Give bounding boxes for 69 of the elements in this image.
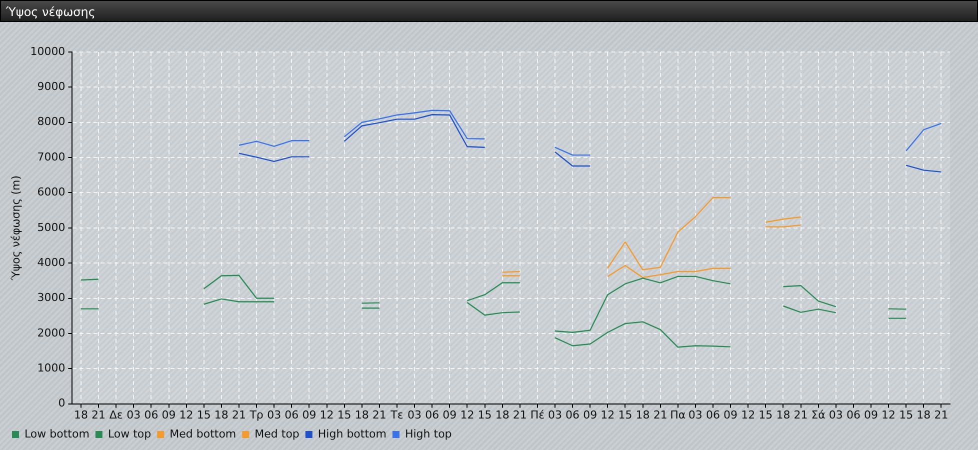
x-tick-label: 21 bbox=[372, 408, 386, 422]
x-tick-label: 03 bbox=[267, 408, 282, 422]
legend-label: High bottom bbox=[318, 427, 386, 440]
x-tick-label: 21 bbox=[653, 408, 668, 422]
legend-label: Med bottom bbox=[170, 427, 236, 440]
x-tick-label: Πέ bbox=[530, 408, 545, 422]
x-tick-label: 15 bbox=[899, 408, 914, 422]
x-tick-label: 03 bbox=[688, 408, 702, 422]
x-tick-label: 12 bbox=[179, 408, 194, 422]
x-tick-label: 18 bbox=[354, 408, 369, 422]
x-tick-label: 09 bbox=[302, 408, 316, 422]
x-tick-label: 21 bbox=[512, 408, 527, 422]
x-tick-label: 06 bbox=[284, 408, 299, 422]
x-tick-label: Πα bbox=[670, 408, 686, 422]
x-tick-label: 12 bbox=[600, 408, 615, 422]
legend-label: Low bottom bbox=[24, 427, 90, 440]
x-tick-label: 12 bbox=[882, 408, 896, 422]
chart-title: Ύψος νέφωσης bbox=[0, 0, 978, 22]
x-tick-label: 06 bbox=[144, 408, 158, 422]
y-tick-label: 8000 bbox=[37, 115, 66, 128]
x-tick-label: 21 bbox=[794, 408, 808, 422]
x-tick-label: 09 bbox=[162, 408, 176, 422]
x-tick-label: 21 bbox=[934, 408, 948, 422]
x-tick-label: 21 bbox=[232, 408, 246, 422]
y-tick-label: 9000 bbox=[37, 80, 66, 94]
y-tick-label: 0 bbox=[58, 396, 66, 410]
x-tick-label: 18 bbox=[916, 408, 931, 422]
x-tick-label: 06 bbox=[706, 408, 720, 422]
y-tick-label: 10000 bbox=[30, 44, 66, 58]
x-tick-label: 06 bbox=[566, 408, 580, 422]
x-tick-label: 15 bbox=[478, 408, 492, 422]
x-tick-label: 03 bbox=[548, 408, 562, 422]
legend-label: Med top bbox=[254, 427, 300, 440]
legend-label: Low top bbox=[108, 427, 152, 440]
y-tick-label: 2000 bbox=[37, 326, 66, 340]
x-tick-label: Τε bbox=[390, 408, 404, 422]
x-tick-label: 18 bbox=[495, 408, 510, 422]
x-tick-label: 09 bbox=[864, 408, 878, 422]
x-tick-label: 09 bbox=[442, 408, 457, 422]
x-tick-label: 03 bbox=[828, 408, 843, 422]
x-tick-label: 18 bbox=[214, 408, 228, 422]
x-tick-label: 12 bbox=[741, 408, 756, 422]
y-tick-label: 3000 bbox=[37, 291, 66, 304]
x-tick-label: 12 bbox=[460, 408, 474, 422]
x-tick-label: 18 bbox=[74, 408, 88, 422]
x-tick-label: 03 bbox=[126, 408, 141, 422]
y-tick-label: 1000 bbox=[37, 361, 66, 374]
x-tick-label: 18 bbox=[776, 408, 790, 422]
x-tick-label: Τρ bbox=[248, 408, 264, 422]
x-tick-label: 09 bbox=[724, 408, 738, 422]
x-tick-label: 18 bbox=[636, 408, 650, 422]
x-tick-label: 06 bbox=[425, 408, 440, 422]
x-tick-label: 09 bbox=[583, 408, 598, 422]
x-tick-label: 15 bbox=[337, 408, 352, 422]
x-tick-label: 15 bbox=[618, 408, 632, 422]
y-tick-label: 4000 bbox=[37, 256, 66, 269]
legend-label: High top bbox=[404, 427, 452, 440]
x-tick-label: 15 bbox=[758, 408, 773, 422]
y-tick-label: 5000 bbox=[37, 220, 66, 234]
y-tick-label: 7000 bbox=[37, 150, 66, 164]
y-tick-label: 6000 bbox=[37, 186, 66, 199]
x-tick-label: 03 bbox=[408, 408, 422, 422]
x-tick-label: 21 bbox=[92, 408, 106, 422]
x-tick-label: Δε bbox=[109, 408, 123, 422]
x-tick-label: 12 bbox=[320, 408, 334, 422]
y-axis-title: Ύψος νέφωσης (m) bbox=[9, 176, 22, 282]
x-tick-label: 15 bbox=[196, 408, 211, 422]
x-tick-label: Σά bbox=[811, 408, 826, 422]
x-tick-label: 06 bbox=[846, 408, 860, 422]
